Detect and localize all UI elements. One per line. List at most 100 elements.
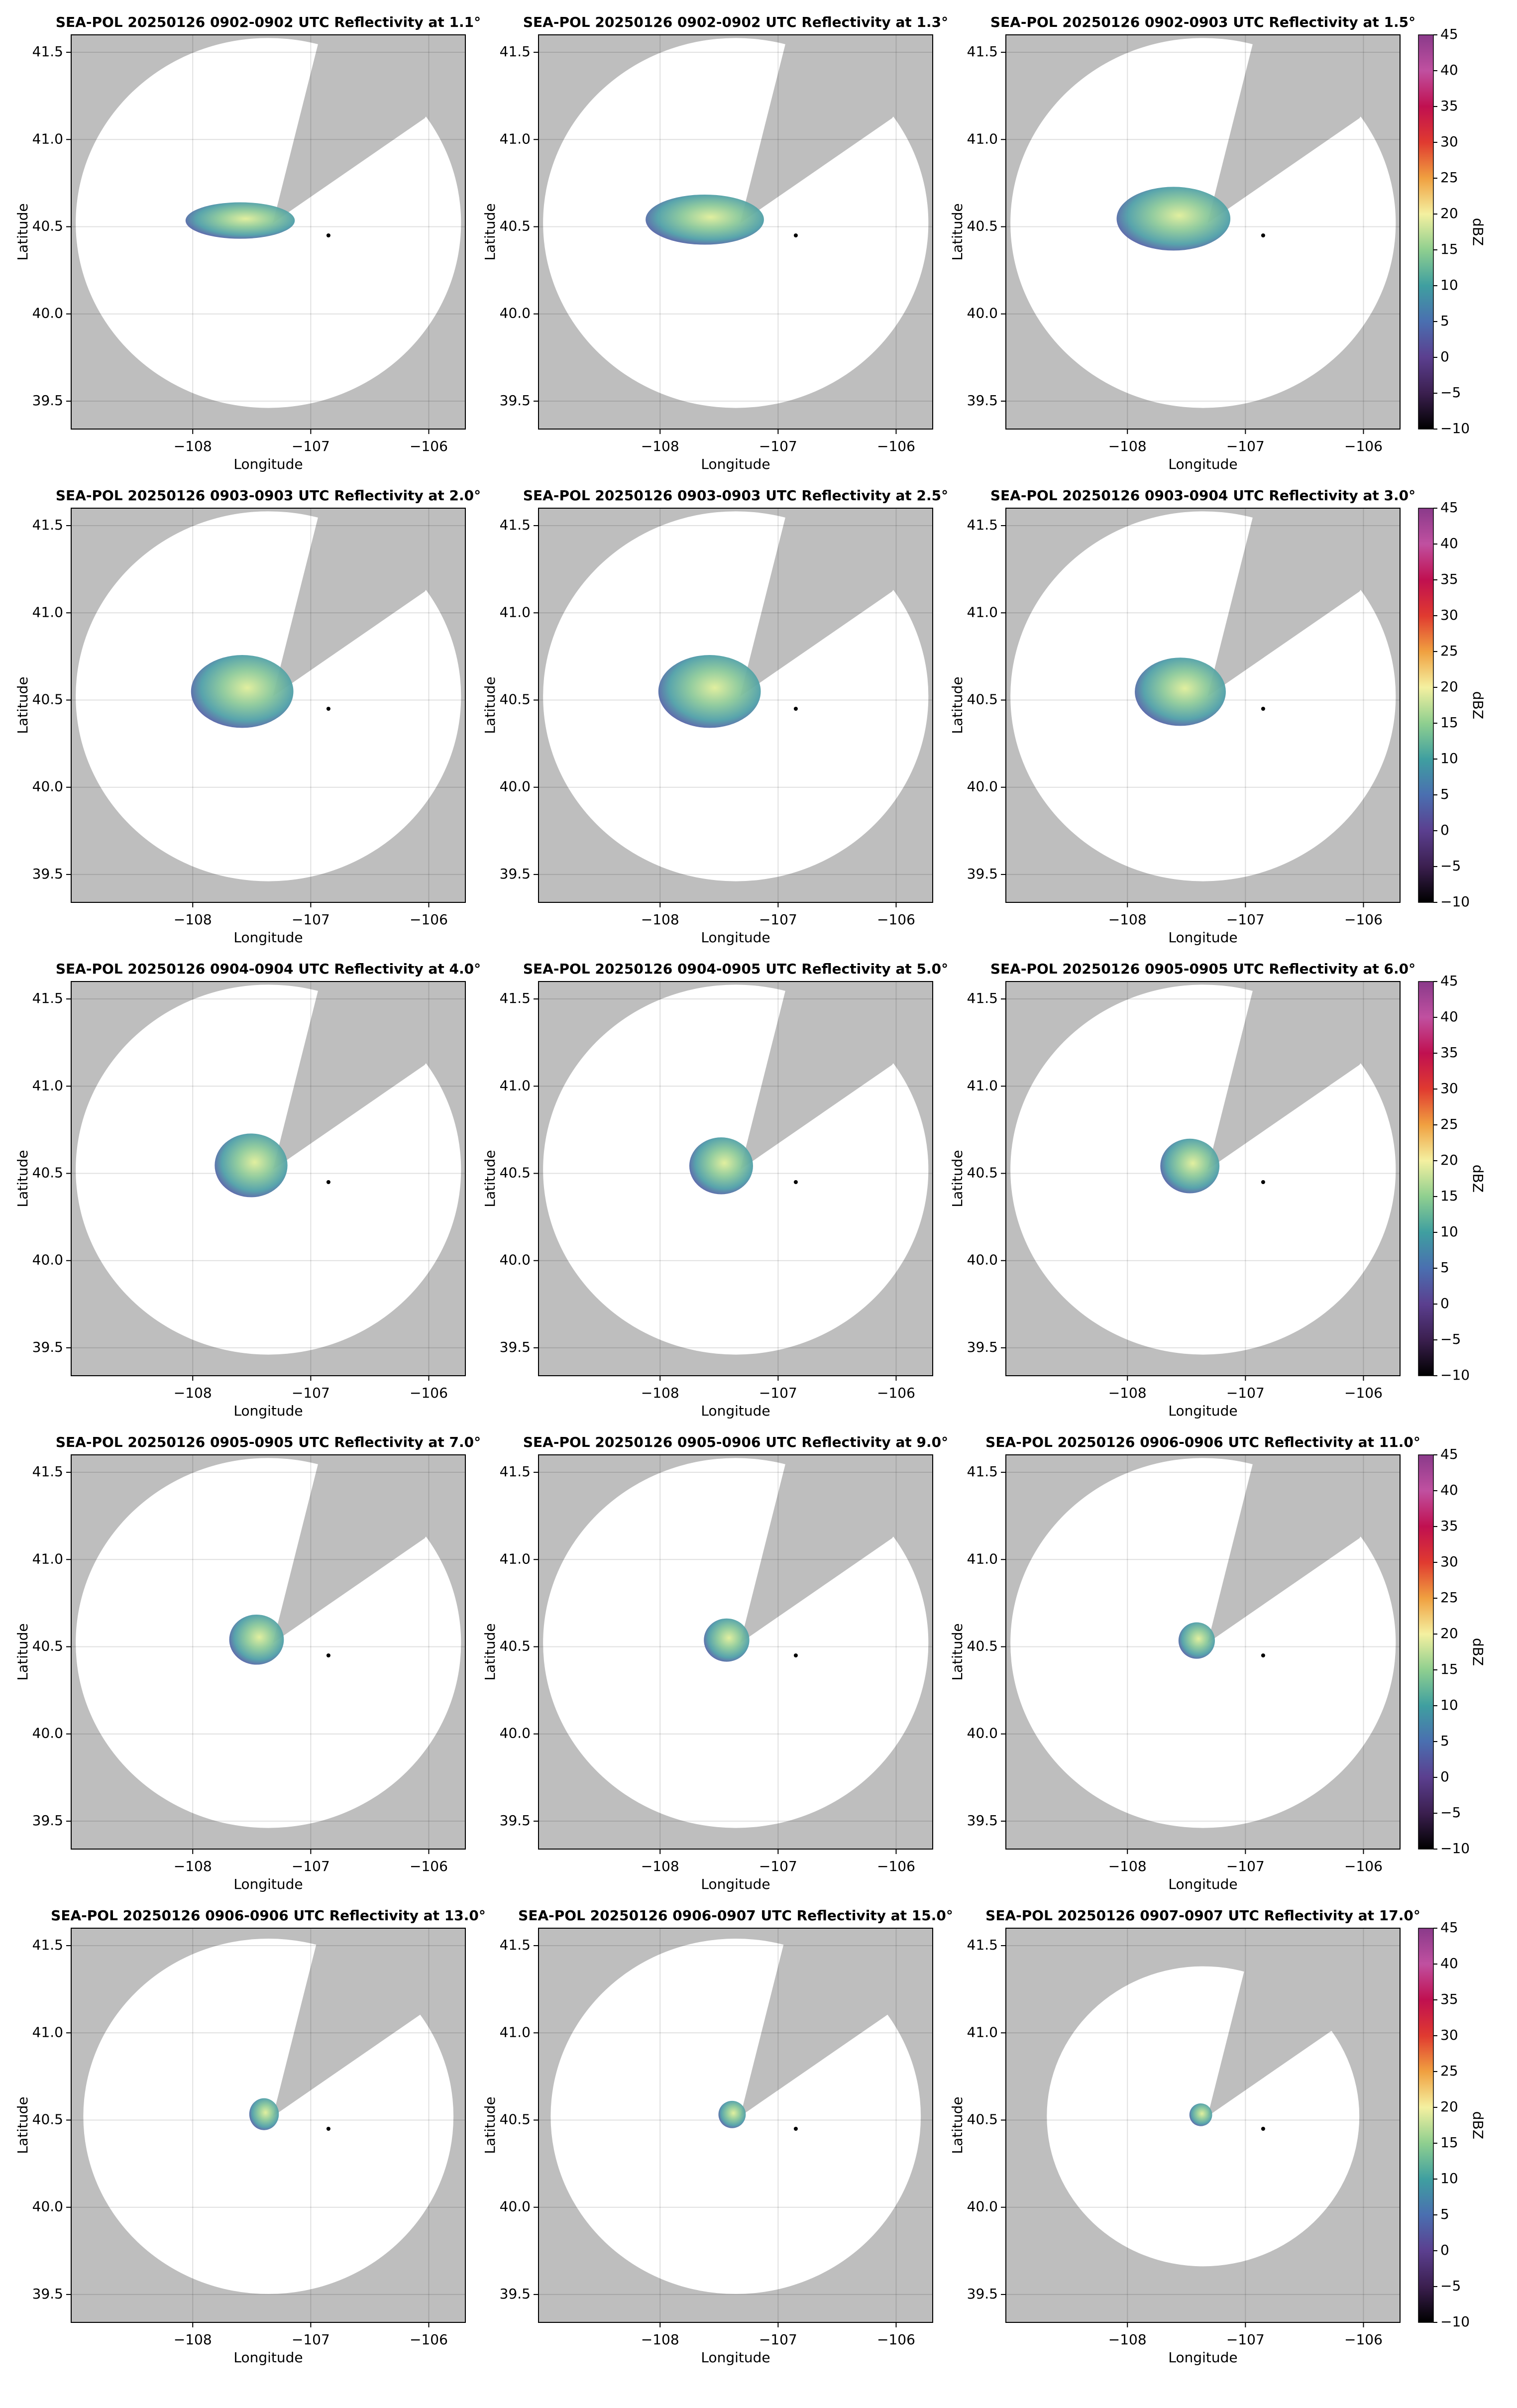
colorbar-tick-label: 45	[1440, 1919, 1458, 1936]
plot-frame	[71, 981, 466, 1376]
x-tick-label: −108	[641, 1858, 679, 1874]
y-tick-label: 39.5	[500, 392, 531, 409]
chart-title: SEA-POL 20250126 0903-0904 UTC Reflectiv…	[990, 487, 1415, 504]
y-tick-label: 40.0	[967, 1252, 998, 1268]
panel: −108 −107 −106 39.5 40.0 40.5 41.0 41.5 SEA-POL …	[482, 487, 948, 946]
colorbar-tick-label: 10	[1440, 1697, 1458, 1713]
plot-frame	[1005, 1928, 1401, 2323]
panel: −108 −107 −106 39.5 40.0 40.5 41.0 41.5 SEA-POL …	[482, 961, 948, 1419]
colorbar-tick-label: 35	[1440, 571, 1458, 587]
y-axis-label: Latitude	[482, 203, 498, 260]
y-axis-label: Latitude	[14, 2096, 31, 2154]
x-tick-label: −107	[759, 1858, 797, 1874]
plot-frame	[538, 34, 933, 430]
y-tick-label: 40.5	[967, 1638, 998, 1654]
colorbar-tick-label: 5	[1440, 786, 1449, 802]
x-axis-label: Longitude	[233, 929, 303, 946]
site-marker	[326, 1653, 330, 1658]
blocked-sector	[1207, 982, 1401, 1170]
x-tick-label: −106	[410, 438, 448, 454]
chart-title: SEA-POL 20250126 0907-0907 UTC Reflectiv…	[985, 1907, 1420, 1924]
y-axis-label: Latitude	[14, 1623, 31, 1680]
chart-title: SEA-POL 20250126 0906-0906 UTC Reflectiv…	[985, 1434, 1420, 1450]
x-axis-label: Longitude	[701, 1876, 770, 1892]
blocked-sector	[273, 982, 466, 1170]
echo-field	[658, 655, 761, 728]
blocked-sector	[740, 1455, 933, 1643]
site-marker	[326, 233, 330, 238]
x-tick-label: −107	[759, 2331, 797, 2348]
colorbar-tick-label: 10	[1440, 2170, 1458, 2187]
blocked-sector	[273, 1928, 466, 2116]
site-marker	[793, 2127, 798, 2131]
echo-field	[185, 202, 295, 239]
colorbar-tick-label: −10	[1440, 1840, 1470, 1857]
colorbar-tick-label: 15	[1440, 1661, 1458, 1677]
x-tick-label: −108	[174, 911, 212, 928]
y-axis-label: Latitude	[949, 203, 966, 260]
plot-frame	[1005, 508, 1401, 903]
x-tick-label: −108	[174, 1385, 212, 1401]
colorbar-label: dBZ	[1470, 1638, 1486, 1666]
echo-field	[229, 1614, 284, 1665]
blocked-sector	[740, 982, 933, 1170]
colorbar-tick-label: 25	[1440, 643, 1458, 659]
y-axis-label: Latitude	[949, 1623, 966, 1680]
y-tick-label: 41.5	[32, 43, 63, 60]
y-axis-label: Latitude	[482, 676, 498, 734]
y-axis-label: Latitude	[949, 676, 966, 734]
x-tick-label: −107	[759, 438, 797, 454]
x-tick-label: −108	[641, 911, 679, 928]
y-tick-label: 41.5	[967, 43, 998, 60]
x-tick-label: −107	[759, 1385, 797, 1401]
x-axis-label: Longitude	[701, 1403, 770, 1419]
colorbar-tick-label: 15	[1440, 714, 1458, 731]
colorbar-tick-label: 15	[1440, 2134, 1458, 2151]
colorbar-tick-label: 45	[1440, 26, 1458, 42]
site-marker	[326, 2127, 330, 2131]
y-tick-label: 40.0	[500, 1252, 531, 1268]
site-marker	[1261, 1180, 1265, 1185]
y-tick-label: 40.5	[32, 1164, 63, 1181]
y-tick-label: 41.0	[967, 1077, 998, 1094]
y-axis-label: Latitude	[482, 1623, 498, 1680]
y-tick-label: 41.0	[32, 1077, 63, 1094]
colorbar-tick-label: 30	[1440, 607, 1458, 623]
colorbar	[1418, 981, 1434, 1376]
x-tick-label: −107	[1226, 1858, 1265, 1874]
colorbar-tick-label: 0	[1440, 822, 1449, 838]
echo-field	[704, 1618, 750, 1662]
y-tick-label: 39.5	[32, 1812, 63, 1829]
y-tick-label: 39.5	[967, 392, 998, 409]
panel: −108 −107 −106 39.5 40.0 40.5 41.0 41.5 SEA-POL …	[482, 1907, 953, 2366]
echo-field	[1160, 1138, 1220, 1194]
colorbar-label: dBZ	[1470, 1165, 1486, 1193]
colorbar-tick-label: 25	[1440, 1589, 1458, 1606]
y-tick-label: 41.5	[32, 990, 63, 1006]
plot-frame	[1005, 981, 1401, 1376]
panel: −108 −107 −106 39.5 40.0 40.5 41.0 41.5 SEA-POL …	[949, 961, 1486, 1419]
colorbar-tick-label: −5	[1440, 1804, 1461, 1821]
x-tick-label: −107	[292, 438, 330, 454]
chart-title: SEA-POL 20250126 0905-0905 UTC Reflectiv…	[56, 1434, 481, 1450]
x-tick-label: −106	[1344, 1385, 1383, 1401]
y-tick-label: 40.5	[500, 218, 531, 234]
x-tick-label: −108	[174, 2331, 212, 2348]
y-tick-label: 41.0	[967, 2024, 998, 2040]
y-tick-label: 40.0	[32, 778, 63, 795]
x-tick-label: −106	[410, 1385, 448, 1401]
plot-frame	[71, 34, 466, 430]
y-axis-label: Latitude	[14, 203, 31, 260]
colorbar-tick-label: 45	[1440, 1446, 1458, 1462]
plot-frame	[538, 981, 933, 1376]
colorbar-tick-label: 30	[1440, 2027, 1458, 2043]
y-tick-label: 40.5	[32, 218, 63, 234]
colorbar-tick-label: 25	[1440, 1116, 1458, 1132]
y-tick-label: 41.0	[500, 130, 531, 147]
y-tick-label: 40.5	[32, 691, 63, 707]
colorbar	[1418, 1454, 1434, 1850]
panel: −108 −107 −106 39.5 40.0 40.5 41.0 41.5 SEA-POL …	[14, 14, 481, 472]
colorbar-tick-label: 20	[1440, 205, 1458, 221]
y-axis-label: Latitude	[482, 2096, 498, 2154]
